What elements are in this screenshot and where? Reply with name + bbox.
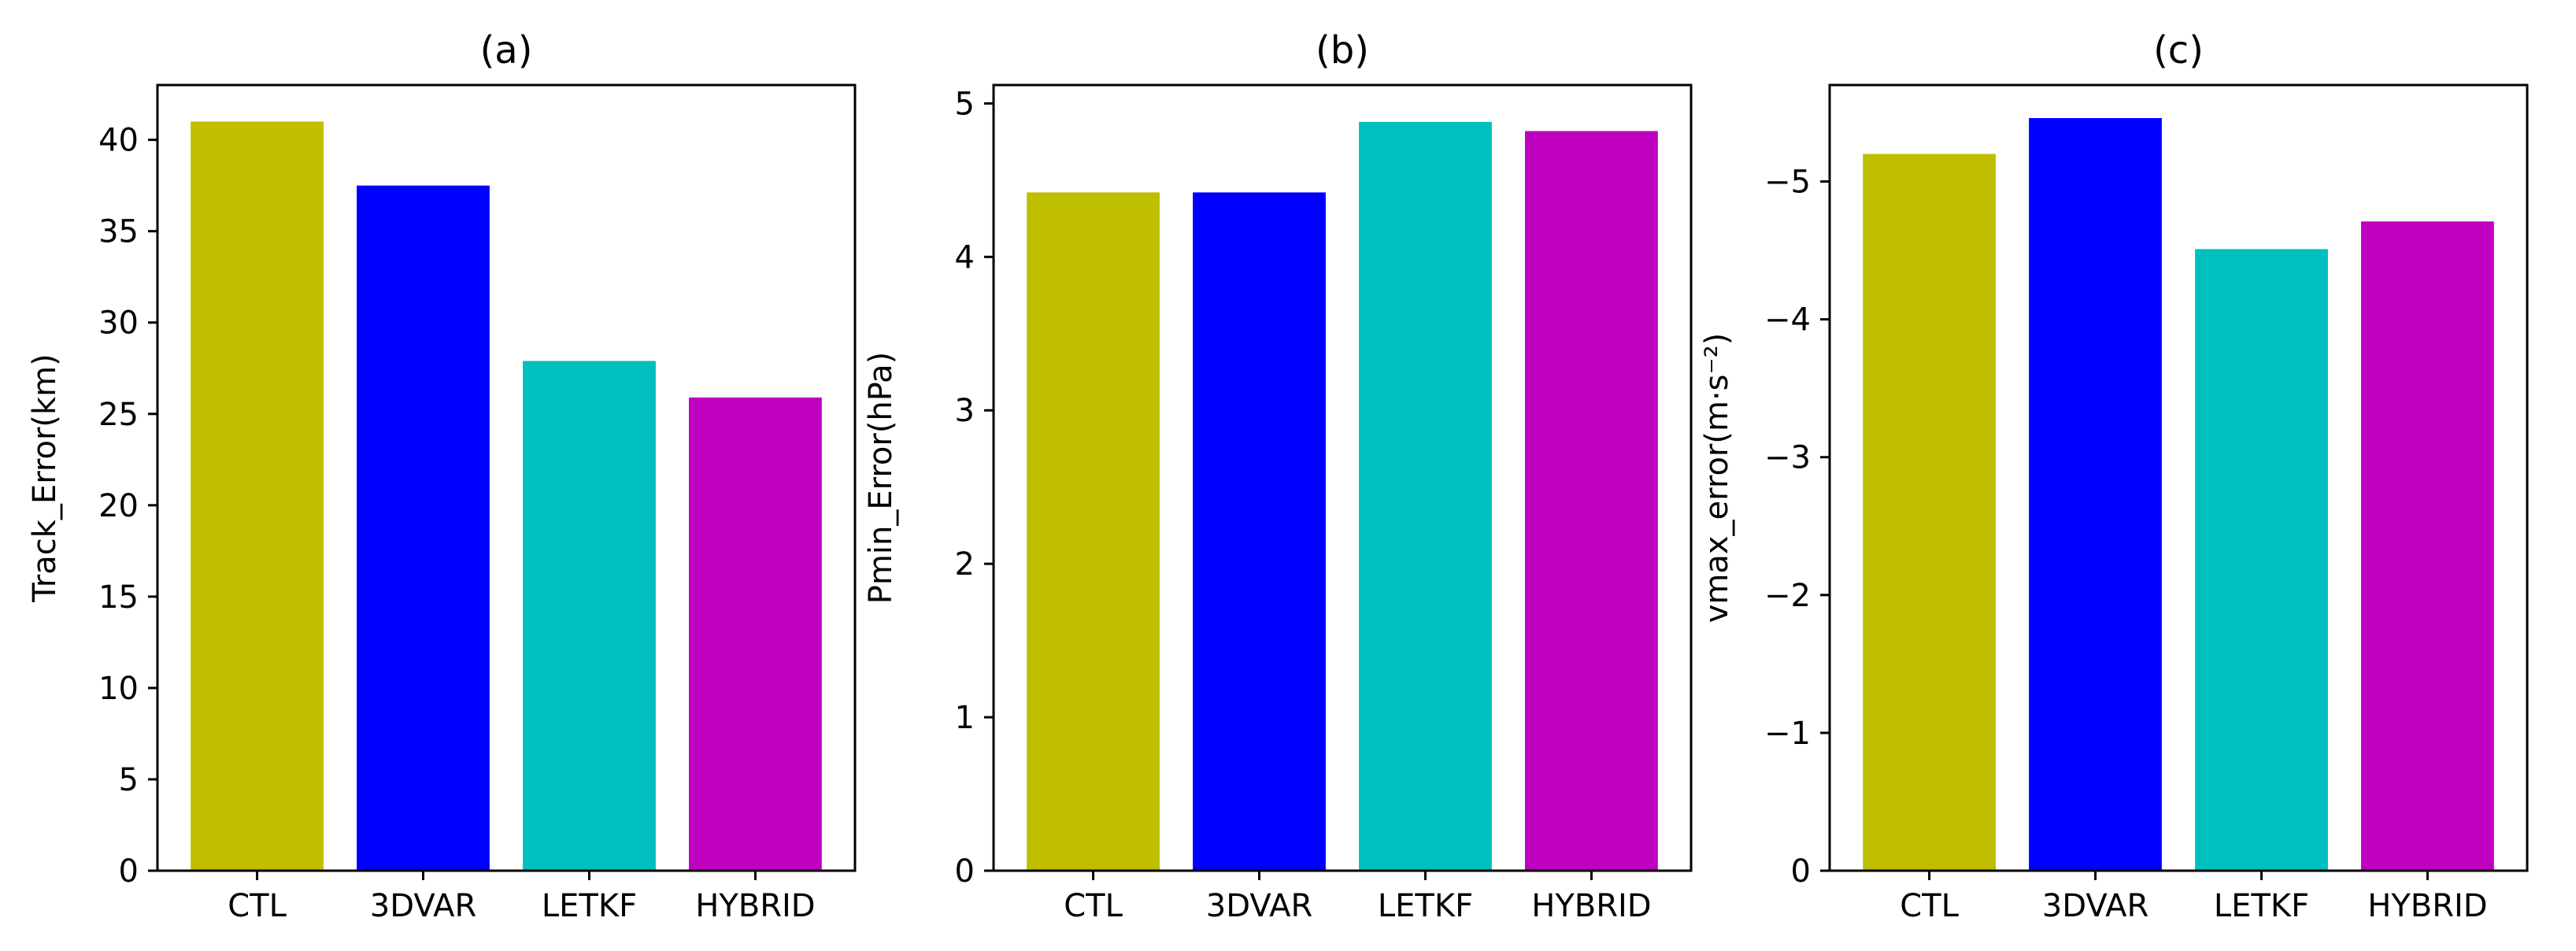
chart-panel-3: CTL 3DVAR LETKF HYBRID 0 −1 −2 −3 −4 −5 (c) vmax_er… [1699, 28, 2529, 924]
x-tick-label: LETKF [2214, 888, 2309, 924]
bar-hybrid [1525, 131, 1658, 871]
y-tick-label: −4 [1764, 302, 1811, 339]
bar-letkf [2195, 249, 2328, 871]
bar-3dvar [1193, 192, 1326, 871]
y-tick-label: 0 [119, 853, 139, 890]
chart-title: (b) [1316, 28, 1369, 72]
chart-panel-1: CTL 3DVAR LETKF HYBRID 0 5 10 15 20 25 30 35 40 (a) Tr… [27, 28, 857, 924]
y-tick-label: 5 [955, 86, 975, 122]
y-tick-label: 5 [119, 762, 139, 798]
y-axis-label: Track_Error(km) [27, 353, 63, 603]
bar-letkf [523, 361, 656, 871]
bar-hybrid [689, 397, 822, 871]
y-tick-label: 40 [98, 123, 139, 159]
x-tick-label: CTL [228, 888, 287, 924]
bar-letkf [1359, 121, 1492, 871]
chart-title: (c) [2153, 28, 2204, 72]
y-tick-label: 15 [98, 579, 139, 616]
bar-ctl [191, 121, 324, 871]
bar-ctl [1863, 154, 1996, 871]
x-tick-label: LETKF [1378, 888, 1473, 924]
x-tick-label: HYBRID [695, 888, 815, 924]
bar-3dvar [357, 185, 490, 871]
y-tick-label: 1 [955, 700, 975, 736]
y-tick-label: 3 [955, 393, 975, 429]
axes-frame [156, 83, 857, 872]
x-tick-label: 3DVAR [1206, 888, 1313, 924]
y-tick-label: 0 [1791, 853, 1811, 890]
bar-3dvar [2029, 118, 2162, 871]
x-tick-label: HYBRID [1531, 888, 1651, 924]
bar-hybrid [2361, 221, 2494, 871]
y-tick-label: −2 [1764, 578, 1811, 614]
chart-title: (a) [480, 28, 533, 72]
y-tick-label: −3 [1764, 440, 1811, 476]
y-tick-label: 25 [98, 397, 139, 433]
x-tick-label: CTL [1064, 888, 1123, 924]
x-tick-label: LETKF [542, 888, 637, 924]
x-tick-label: 3DVAR [2042, 888, 2149, 924]
y-tick-label: 35 [98, 214, 139, 250]
y-axis-label: vmax_error(m·s⁻²) [1699, 333, 1735, 624]
axes-frame [992, 83, 1693, 872]
y-tick-label: 0 [955, 853, 975, 890]
y-tick-label: 2 [955, 546, 975, 583]
y-tick-label: −5 [1764, 165, 1811, 201]
y-tick-label: 20 [98, 488, 139, 524]
x-tick-label: HYBRID [2367, 888, 2487, 924]
y-tick-label: 4 [955, 239, 975, 276]
bar-ctl [1027, 192, 1160, 871]
chart-panel-2: CTL 3DVAR LETKF HYBRID 0 1 2 3 4 5 (b) Pmin_Error(h… [863, 28, 1693, 924]
axes-frame [1828, 83, 2529, 872]
x-tick-label: 3DVAR [370, 888, 477, 924]
y-tick-label: 30 [98, 305, 139, 342]
y-axis-label: Pmin_Error(hPa) [863, 352, 899, 604]
y-tick-label: −1 [1764, 716, 1811, 752]
x-tick-label: CTL [1900, 888, 1959, 924]
y-tick-label: 10 [98, 671, 139, 707]
